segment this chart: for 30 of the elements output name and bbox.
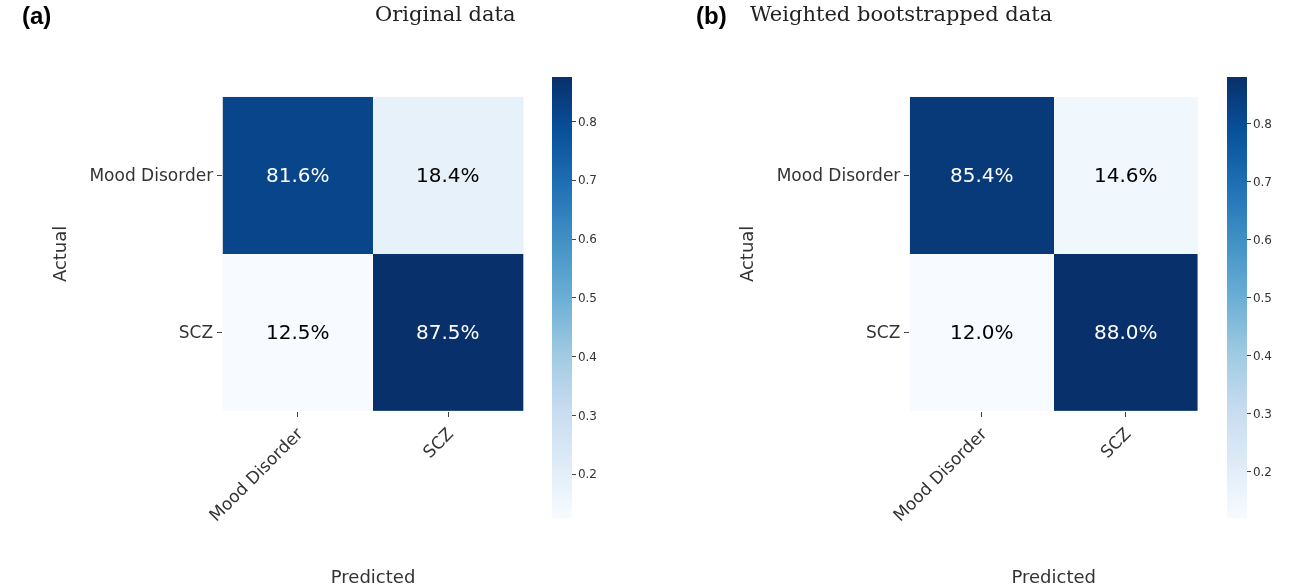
color-bar-label: 0.3 [577,408,597,423]
data-label: 87.5% [416,320,480,344]
data-label: 18.4% [416,163,480,187]
color-bar-label: 0.4 [1252,349,1272,364]
color-bar-label: 0.6 [1252,232,1272,247]
color-bar-label: 0.5 [1252,291,1272,305]
y-axis-title: Actual [735,225,757,283]
data-label: 88.0% [1094,320,1158,344]
color-bar-label: 0.5 [577,291,597,305]
data-label: 14.6% [1094,163,1158,187]
data-label: 12.0% [950,320,1014,344]
text: (a) [22,2,52,29]
color-bar-label: 0.2 [1252,465,1272,480]
color-bar-label: 0.3 [1252,407,1272,422]
color-bar-label: 0.8 [1252,116,1272,131]
data-label: 85.4% [950,163,1014,187]
data-label: 81.6% [266,163,330,187]
x-axis-title: Predicted [1011,566,1096,587]
color-bar-label: 0.4 [577,349,597,364]
color-bar-label: 0.7 [1252,174,1272,189]
chart-title: Original data [375,2,516,26]
color-bar-label: 0.8 [577,114,597,129]
text: (b) [696,2,727,29]
y-axis-title: Actual [48,225,70,283]
color-bar-label: 0.6 [577,232,597,247]
chart-title: Weighted bootstrapped data [750,2,1053,26]
color-bar-label: 0.2 [577,467,597,482]
x-axis-title: Predicted [330,566,416,587]
data-label: 12.5% [266,320,330,344]
color-bar-label: 0.7 [577,173,597,188]
